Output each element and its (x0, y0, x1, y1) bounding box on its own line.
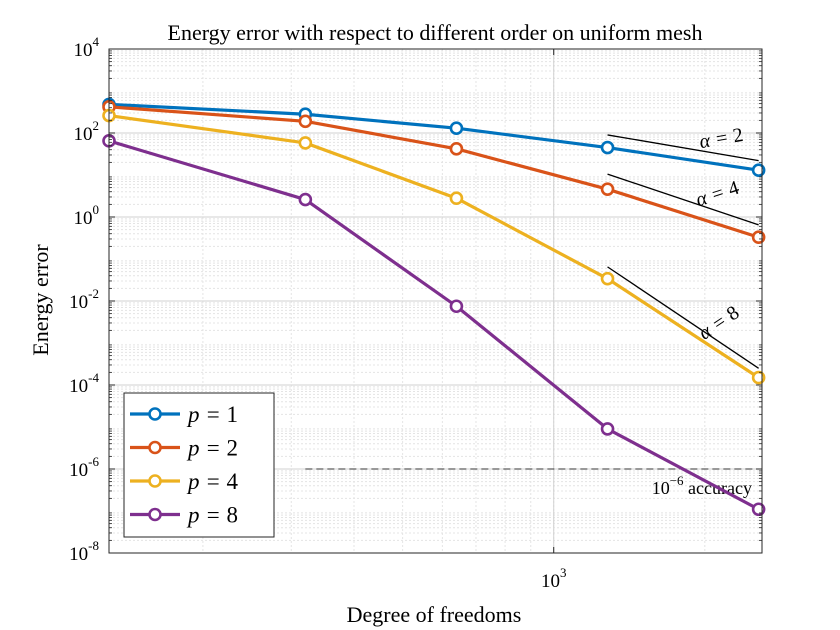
legend-marker (148, 507, 162, 522)
y-tick-label: 10-6 (69, 454, 99, 481)
reference-slope-line (607, 134, 759, 162)
y-tick-label: 100 (74, 202, 100, 229)
reference-slope-label: α = 2 (698, 124, 745, 153)
y-tick-label: 10-2 (69, 286, 99, 313)
legend-label: p = 4 (186, 469, 239, 494)
data-point (600, 422, 615, 436)
data-point (449, 121, 464, 136)
data-point (600, 271, 615, 286)
data-point (751, 163, 766, 178)
data-point (449, 142, 464, 156)
reference-slope-label: α = 4 (693, 177, 742, 212)
x-tick-label: 103 (541, 565, 567, 592)
data-point (751, 230, 766, 245)
reference-slope-line (607, 173, 759, 226)
data-point (449, 299, 464, 314)
legend-label: p = 1 (186, 402, 238, 427)
x-axis-label: Degree of freedoms (347, 602, 522, 627)
y-tick-label: 102 (74, 118, 100, 145)
legend-item: p = 8 (130, 503, 238, 528)
data-point (298, 192, 313, 207)
y-axis-label: Energy error (28, 244, 53, 356)
reference-slope-line (607, 266, 759, 369)
tick-labels: 10-8 10-6 10-4 10-2 100 102 104 103 (69, 34, 566, 592)
legend-marker (148, 407, 162, 421)
legend-label: p = 8 (186, 503, 238, 528)
legend-item: p = 2 (130, 436, 238, 461)
series-p-4 (102, 108, 766, 385)
data-series (102, 97, 766, 517)
series-p-8 (102, 134, 766, 517)
legend-item: p = 1 (130, 402, 238, 427)
data-point (449, 191, 464, 206)
data-point (298, 114, 313, 129)
y-tick-label: 104 (74, 34, 100, 61)
data-point (751, 502, 766, 517)
axes (108, 48, 763, 554)
data-point (600, 182, 615, 196)
legend-label: p = 2 (186, 436, 238, 461)
data-point (751, 370, 766, 385)
accuracy-label: 10−6 accuracy (652, 473, 752, 498)
legend-marker (148, 440, 162, 455)
legend-marker (148, 474, 162, 488)
legend-item: p = 4 (130, 469, 239, 494)
y-tick-label: 10-8 (69, 538, 99, 565)
data-point (298, 136, 313, 150)
y-tick-label: 10-4 (69, 370, 99, 397)
chart-title: Energy error with respect to different o… (168, 20, 703, 45)
legend: p = 1 p = 2 p = 4 p = 8 (123, 392, 275, 538)
data-point (600, 140, 615, 155)
